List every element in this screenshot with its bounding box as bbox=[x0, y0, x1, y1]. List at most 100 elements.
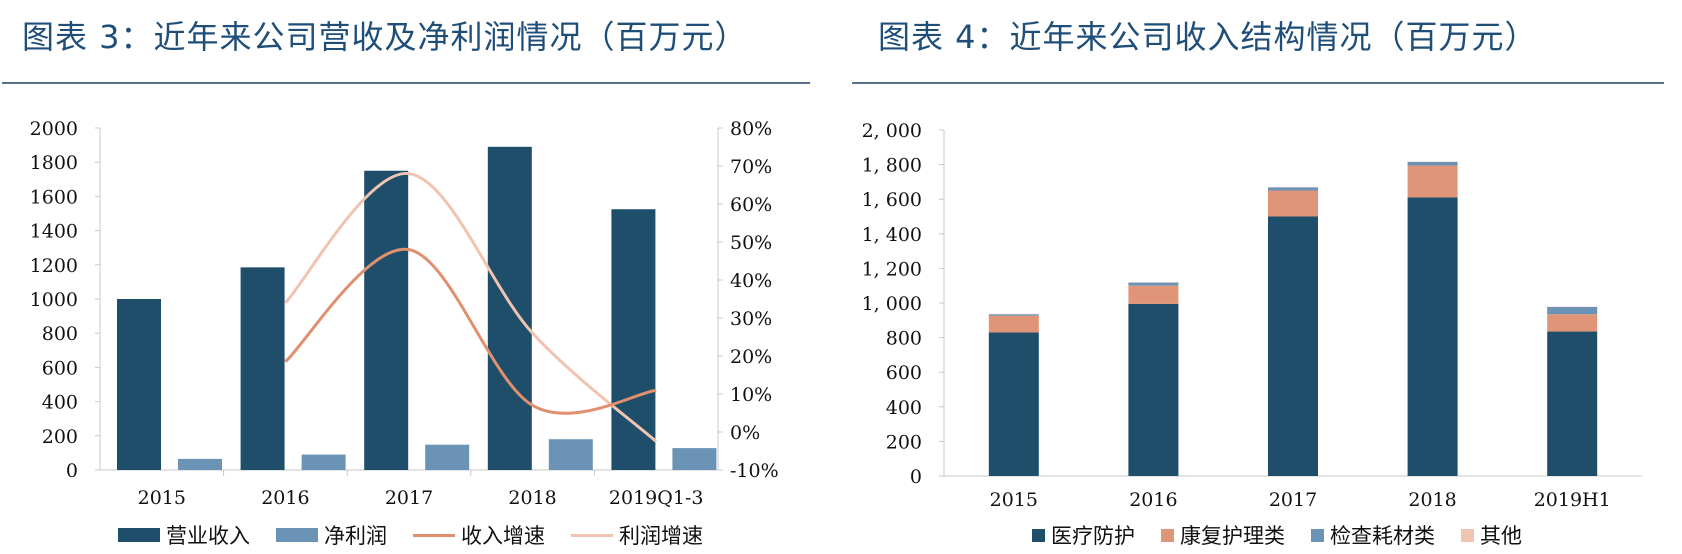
y2-tick-label: 60% bbox=[730, 194, 772, 216]
y2-tick-label: 50% bbox=[730, 232, 772, 254]
stacked-bar-segment-2 bbox=[1268, 190, 1318, 217]
legend-swatch bbox=[1161, 528, 1174, 542]
net-profit-bar bbox=[301, 454, 346, 470]
x-tick-label: 2017 bbox=[385, 487, 433, 509]
legend-label: 收入增速 bbox=[461, 524, 545, 548]
stacked-bar-segment-3 bbox=[1128, 282, 1179, 286]
legend-label: 其他 bbox=[1480, 524, 1522, 548]
y2-tick-label: 10% bbox=[730, 384, 772, 406]
stacked-bar-segment-3 bbox=[1407, 162, 1458, 166]
legend-item: 收入增速 bbox=[413, 520, 545, 550]
y-tick-label: 1, 200 bbox=[862, 258, 922, 280]
revenue-profit-chart: 0 200 400 600 800 1000 1200 1400 1600 1800 2000 -10… bbox=[30, 118, 779, 509]
stacked-bar-segment-1 bbox=[1128, 303, 1179, 476]
x-tick-label: 2017 bbox=[1269, 489, 1317, 511]
title-divider bbox=[852, 82, 1664, 84]
revenue-growth-line bbox=[284, 248, 657, 415]
stacked-bar-segment-3 bbox=[1547, 306, 1598, 315]
y-tick-label: 1, 600 bbox=[862, 189, 922, 211]
chart-legend: 医疗防护 康复护理类 检查耗材类 其他 bbox=[1032, 520, 1522, 550]
y2-tick-label: 30% bbox=[730, 308, 772, 330]
y-tick-label: 1800 bbox=[30, 152, 78, 174]
y-tick-label: 2, 000 bbox=[862, 120, 922, 142]
y-tick-label: 1, 800 bbox=[862, 155, 922, 177]
legend-swatch bbox=[571, 533, 613, 537]
legend-swatch bbox=[1461, 528, 1474, 542]
y-tick-label: 600 bbox=[886, 362, 922, 384]
y-tick-label: 200 bbox=[42, 426, 78, 448]
y-tick-label: 0 bbox=[910, 466, 922, 488]
y2-tick-label: 70% bbox=[730, 156, 772, 178]
x-tick-label: 2016 bbox=[1129, 489, 1177, 511]
stacked-bar-segment-1 bbox=[1547, 331, 1598, 476]
title-divider bbox=[2, 82, 810, 84]
net-profit-bar bbox=[548, 439, 593, 470]
stacked-bar-segment-3 bbox=[988, 314, 1039, 316]
legend-label: 康复护理类 bbox=[1180, 524, 1285, 548]
y-tick-label: 2000 bbox=[30, 118, 78, 140]
legend-label: 医疗防护 bbox=[1051, 524, 1135, 548]
revenue-structure-chart: 0 200 400 600 800 1, 000 1, 200 1, 400 1, 600 1, … bbox=[862, 120, 1642, 511]
legend-swatch bbox=[1311, 528, 1324, 542]
y2-tick-label: 40% bbox=[730, 270, 772, 292]
stacked-bar-segment-2 bbox=[1128, 285, 1179, 304]
legend-label: 营业收入 bbox=[166, 524, 250, 548]
x-tick-label: 2018 bbox=[1408, 489, 1456, 511]
y-tick-label: 0 bbox=[66, 460, 78, 482]
y2-tick-label: 20% bbox=[730, 346, 772, 368]
x-tick-label: 2015 bbox=[138, 487, 186, 509]
y-tick-label: 400 bbox=[886, 397, 922, 419]
y-tick-label: 1600 bbox=[30, 186, 78, 208]
stacked-bar-segment-3 bbox=[1268, 187, 1318, 191]
net-profit-bar bbox=[672, 448, 717, 470]
legend-item: 检查耗材类 bbox=[1311, 520, 1435, 550]
y2-tick-label: 0% bbox=[730, 422, 760, 444]
chart-title: 图表 4：近年来公司收入结构情况（百万元） bbox=[878, 18, 1538, 56]
y-tick-label: 1400 bbox=[30, 221, 78, 243]
stacked-bar-segment-2 bbox=[988, 315, 1039, 333]
legend-item: 康复护理类 bbox=[1161, 520, 1285, 550]
y-tick-label: 600 bbox=[42, 357, 78, 379]
y-tick-label: 1000 bbox=[30, 289, 78, 311]
net-profit-bar bbox=[178, 458, 222, 470]
revenue-bar bbox=[364, 170, 409, 470]
stacked-bar-segment-1 bbox=[988, 332, 1039, 476]
chart-title: 图表 3：近年来公司营收及净利润情况（百万元） bbox=[22, 18, 748, 56]
stacked-bar-segment-2 bbox=[1547, 314, 1598, 332]
legend-label: 净利润 bbox=[324, 524, 387, 548]
revenue-bar bbox=[487, 146, 532, 470]
y-tick-label: 1, 000 bbox=[862, 293, 922, 315]
net-profit-bar bbox=[425, 444, 470, 470]
legend-item: 营业收入 bbox=[118, 520, 250, 550]
legend-label: 检查耗材类 bbox=[1330, 524, 1435, 548]
legend-swatch bbox=[276, 528, 318, 542]
revenue-bar bbox=[240, 267, 285, 470]
x-tick-label: 2015 bbox=[990, 489, 1038, 511]
y2-tick-label: 80% bbox=[730, 118, 772, 140]
legend-swatch bbox=[413, 533, 455, 537]
y-tick-label: 200 bbox=[886, 431, 922, 453]
legend-item: 医疗防护 bbox=[1032, 520, 1135, 550]
stacked-bar-segment-1 bbox=[1268, 216, 1318, 476]
chart-legend: 营业收入 净利润 收入增速 利润增速 bbox=[118, 520, 703, 550]
y2-tick-label: -10% bbox=[730, 460, 779, 482]
legend-item: 净利润 bbox=[276, 520, 387, 550]
x-tick-label: 2016 bbox=[261, 487, 309, 509]
legend-label: 利润增速 bbox=[619, 524, 703, 548]
revenue-bar bbox=[117, 299, 161, 470]
chart-panel-revenue-profit: 图表 3：近年来公司营收及净利润情况（百万元） 0 200 400 600 800 100… bbox=[0, 0, 812, 554]
x-tick-label: 2019H1 bbox=[1534, 489, 1611, 511]
legend-item: 其他 bbox=[1461, 520, 1522, 550]
chart-panel-revenue-structure: 图表 4：近年来公司收入结构情况（百万元） 0 200 400 600 800 1, 00… bbox=[852, 0, 1682, 554]
x-tick-label: 2019Q1-3 bbox=[609, 487, 704, 509]
profit-growth-line bbox=[284, 172, 658, 443]
y-tick-label: 800 bbox=[886, 328, 922, 350]
legend-swatch bbox=[118, 528, 160, 542]
y-tick-label: 1, 400 bbox=[862, 224, 922, 246]
legend-swatch bbox=[1032, 528, 1045, 542]
stacked-bar-segment-1 bbox=[1407, 197, 1458, 476]
x-tick-label: 2018 bbox=[508, 487, 556, 509]
legend-item: 利润增速 bbox=[571, 520, 703, 550]
revenue-bar bbox=[611, 209, 656, 470]
y-tick-label: 800 bbox=[42, 323, 78, 345]
